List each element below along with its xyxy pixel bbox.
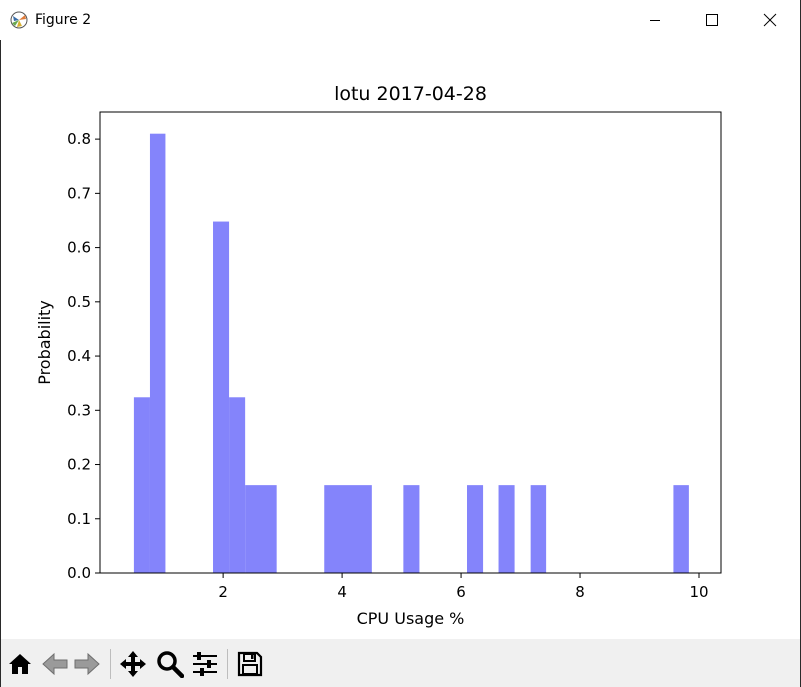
y-tick-label: 0.7 [67,184,91,202]
zoom-button[interactable] [155,649,185,679]
save-icon [236,650,264,678]
chart-title: lotu 2017-04-28 [334,83,487,105]
x-tick-label: 8 [575,583,585,601]
y-tick-label: 0.4 [67,347,91,365]
x-tick-label: 4 [337,583,347,601]
y-tick-label: 0.1 [67,510,91,528]
histogram-bar [150,134,165,573]
y-tick-label: 0.6 [67,239,91,257]
x-axis-label: CPU Usage % [357,609,465,628]
navigation-toolbar [0,639,801,687]
matplotlib-icon [10,11,28,29]
configure-subplots-icon [191,650,219,678]
histogram-bar [673,485,688,573]
histogram-bar [134,397,150,573]
y-tick-label: 0.8 [67,130,91,148]
pan-button[interactable] [118,649,148,679]
histogram-bar [531,485,546,573]
back-icon [41,651,69,677]
window-title: Figure 2 [35,12,91,28]
home-button[interactable] [5,649,35,679]
y-tick-label: 0.3 [67,401,91,419]
x-ticks: 2 4 6 8 10 [218,573,708,601]
back-button[interactable] [40,649,70,679]
save-button[interactable] [235,649,265,679]
histogram-bar [245,485,277,573]
window-edge [0,40,1,687]
histogram-bar [229,397,245,573]
minimize-icon [649,14,661,26]
figure-canvas[interactable]: 2 4 6 8 10 0.0 0.1 0.2 0.3 0.4 0.5 0.6 0.7 0.8 lotu … [0,40,801,639]
histogram-bar [324,485,372,573]
toolbar-separator [110,649,111,679]
pan-icon [119,650,147,678]
forward-button[interactable] [72,649,102,679]
title-bar: Figure 2 [0,0,801,40]
zoom-icon [156,650,184,678]
y-tick-label: 0.5 [67,293,91,311]
home-icon [7,651,33,677]
histogram-bar [499,485,515,573]
toolbar-separator [227,649,228,679]
maximize-icon [706,14,718,26]
y-tick-label: 0.0 [67,564,91,582]
histogram-bar [403,485,419,573]
x-tick-label: 2 [218,583,228,601]
y-axis-label: Probability [35,300,54,385]
histogram-bar [213,222,229,573]
close-button[interactable] [747,0,793,40]
x-tick-label: 10 [689,583,708,601]
configure-subplots-button[interactable] [190,649,220,679]
histogram-chart: 2 4 6 8 10 0.0 0.1 0.2 0.3 0.4 0.5 0.6 0.7 0.8 lotu … [0,40,801,639]
y-tick-label: 0.2 [67,456,91,474]
histogram-bar [467,485,483,573]
y-ticks: 0.0 0.1 0.2 0.3 0.4 0.5 0.6 0.7 0.8 [67,130,100,582]
maximize-button[interactable] [689,0,735,40]
close-icon [763,13,777,27]
x-tick-label: 6 [456,583,466,601]
forward-icon [73,651,101,677]
bars-layer [134,134,689,573]
minimize-button[interactable] [632,0,678,40]
